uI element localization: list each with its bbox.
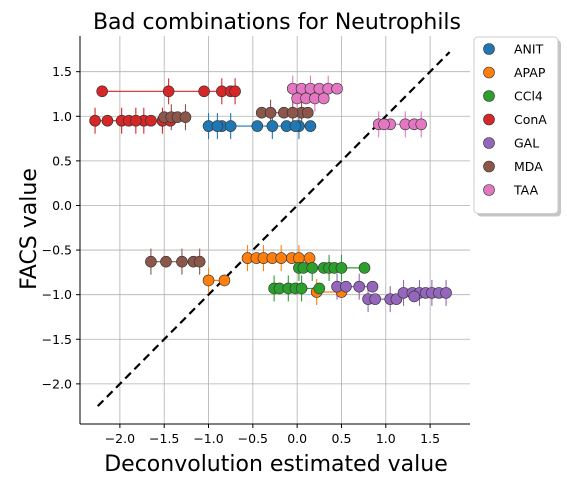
- legend-label-taa: TAA: [513, 183, 539, 198]
- data-point-gal: [369, 293, 381, 305]
- data-point-cona: [162, 85, 175, 98]
- x-tick-label: −2.0: [105, 431, 135, 446]
- identity-dashed-line: [96, 51, 451, 407]
- x-tick-label: −1.0: [193, 431, 223, 446]
- data-point-gal: [440, 287, 452, 299]
- data-point-anit: [304, 120, 317, 132]
- data-point-cona: [229, 85, 241, 98]
- data-point-mda: [176, 255, 188, 268]
- data-point-anit: [211, 120, 224, 132]
- axes: [79, 36, 470, 425]
- data-point-cona: [130, 114, 142, 127]
- y-tick-label: −1.0: [42, 287, 72, 302]
- x-axis-ticks: −2.0 −1.5 −1.0 −0.5 0.0 0.5 1.0 1.5: [105, 424, 440, 446]
- data-points: [89, 82, 452, 305]
- legend-marker-ccl4: [483, 90, 495, 102]
- legend-marker-mda: [483, 160, 495, 173]
- data-point-ccl4: [295, 282, 308, 295]
- data-point-cona: [198, 85, 210, 98]
- y-tick-label: 1.5: [52, 64, 72, 79]
- data-point-mda: [286, 106, 299, 119]
- data-point-ccl4: [358, 262, 371, 274]
- legend-marker-cona: [483, 113, 495, 126]
- data-point-cona: [89, 114, 101, 127]
- legend-marker-taa: [483, 184, 495, 196]
- x-tick-label: 0.0: [287, 431, 307, 446]
- data-point-mda: [264, 106, 277, 119]
- data-point-cona: [145, 114, 157, 127]
- data-point-mda: [179, 111, 192, 123]
- data-point-ccl4: [335, 262, 348, 274]
- x-tick-label: 0.5: [332, 431, 352, 446]
- data-point-gal: [353, 280, 366, 293]
- data-point-taa: [331, 82, 343, 95]
- y-tick-label: −1.5: [42, 332, 72, 347]
- x-tick-label: −0.5: [238, 431, 268, 446]
- data-point-anit: [289, 120, 302, 132]
- data-point-mda: [160, 255, 172, 268]
- x-tick-label: −1.5: [149, 431, 179, 446]
- y-tick-label: 0.0: [52, 198, 72, 213]
- data-point-cona: [96, 85, 108, 98]
- data-point-apap: [218, 274, 231, 287]
- legend-label-apap: APAP: [514, 65, 546, 80]
- legend-label-mda: MDA: [514, 159, 543, 174]
- legend-label-gal: GAL: [514, 136, 539, 151]
- data-point-mda: [145, 255, 157, 268]
- data-point-anit: [224, 120, 237, 132]
- y-tick-label: 1.0: [52, 109, 72, 124]
- data-point-ccl4: [313, 282, 326, 295]
- legend-label-ccl4: CCl4: [514, 89, 543, 104]
- y-tick-label: −2.0: [42, 376, 72, 391]
- y-axis-ticks: 1.5 1.0 0.5 0.0 −0.5 −1.0 −1.5 −2.0: [42, 64, 80, 391]
- legend-label-cona: ConA: [514, 112, 547, 127]
- data-point-apap: [202, 274, 215, 287]
- chart-title: Bad combinations for Neutrophils: [93, 10, 461, 35]
- data-point-mda: [301, 106, 314, 119]
- y-axis-label: FACS value: [17, 168, 42, 290]
- data-point-taa: [378, 118, 390, 131]
- data-point-gal: [366, 280, 379, 293]
- x-axis-label: Deconvolution estimated value: [104, 452, 448, 477]
- data-point-gal: [340, 280, 352, 293]
- data-point-anit: [251, 120, 264, 132]
- data-point-mda: [193, 255, 206, 268]
- data-point-anit: [266, 120, 279, 132]
- legend: ANIT APAP CCl4 ConA GAL MDA TAA: [473, 36, 561, 217]
- legend-marker-gal: [483, 137, 495, 149]
- identity-line: [96, 51, 451, 407]
- legend-marker-apap: [483, 66, 495, 79]
- legend-box: [473, 36, 559, 214]
- x-tick-label: 1.5: [420, 431, 440, 446]
- legend-marker-anit: [483, 43, 495, 55]
- data-point-apap: [303, 252, 316, 264]
- y-tick-label: −0.5: [42, 243, 72, 258]
- data-point-gal: [408, 290, 420, 303]
- data-point-taa: [317, 92, 330, 105]
- data-point-taa: [415, 118, 428, 131]
- x-tick-label: 1.0: [376, 431, 396, 446]
- data-point-cona: [101, 114, 114, 127]
- data-point-apap: [293, 252, 305, 264]
- legend-label-anit: ANIT: [514, 42, 544, 57]
- y-tick-label: 0.5: [52, 153, 72, 168]
- data-point-apap: [275, 252, 288, 264]
- data-point-ccl4: [306, 262, 319, 274]
